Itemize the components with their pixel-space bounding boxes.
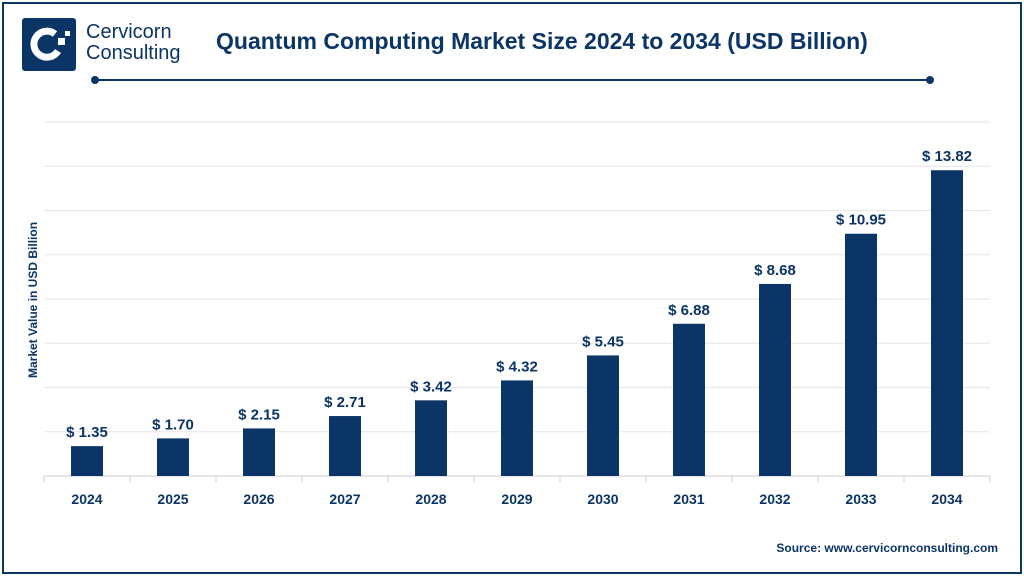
brand-line2: Consulting	[86, 42, 181, 64]
bar-2029	[501, 380, 533, 476]
x-tick-label-2031: 2031	[673, 491, 704, 507]
title-underline	[95, 79, 930, 81]
brand-name: Cervicorn Consulting	[86, 22, 181, 64]
brand-line1: Cervicorn	[86, 21, 172, 43]
bar-2024	[71, 446, 103, 476]
data-label-2034: $ 13.82	[922, 148, 972, 165]
bar-2034	[931, 170, 963, 477]
bar-2025	[157, 438, 189, 476]
data-label-2024: $ 1.35	[66, 424, 108, 441]
source-note: Source: www.cervicornconsulting.com	[776, 541, 998, 555]
data-label-2027: $ 2.71	[324, 394, 366, 411]
bar-2027	[329, 416, 361, 476]
data-label-2025: $ 1.70	[152, 416, 194, 433]
data-label-2026: $ 2.15	[238, 406, 280, 423]
x-tick-label-2032: 2032	[759, 491, 790, 507]
data-label-2033: $ 10.95	[836, 212, 886, 229]
underline-dot-right	[926, 76, 934, 84]
cervicorn-logo	[22, 18, 76, 71]
bar-2032	[759, 283, 791, 476]
bar-2028	[415, 400, 447, 476]
x-tick-label-2028: 2028	[415, 491, 446, 507]
data-label-2030: $ 5.45	[582, 333, 624, 350]
x-tick-label-2034: 2034	[931, 491, 962, 507]
chart-title: Quantum Computing Market Size 2024 to 20…	[216, 28, 868, 54]
x-tick-label-2024: 2024	[71, 491, 102, 507]
data-label-2032: $ 8.68	[754, 262, 796, 279]
x-tick-label-2026: 2026	[243, 491, 274, 507]
bar-2030	[587, 355, 619, 476]
x-tick-label-2029: 2029	[501, 491, 532, 507]
y-axis-label: Market Value in USD Billion	[26, 222, 40, 378]
x-tick-label-2027: 2027	[329, 491, 360, 507]
data-label-2031: $ 6.88	[668, 302, 710, 319]
data-label-2029: $ 4.32	[496, 358, 538, 375]
bar-2026	[243, 428, 275, 476]
x-tick-label-2033: 2033	[845, 491, 876, 507]
x-tick-label-2025: 2025	[157, 491, 188, 507]
x-tick-label-2030: 2030	[587, 491, 618, 507]
bar-2031	[673, 323, 705, 476]
data-label-2028: $ 3.42	[410, 378, 452, 395]
bar-2033	[845, 233, 877, 476]
underline-dot-left	[91, 76, 99, 84]
